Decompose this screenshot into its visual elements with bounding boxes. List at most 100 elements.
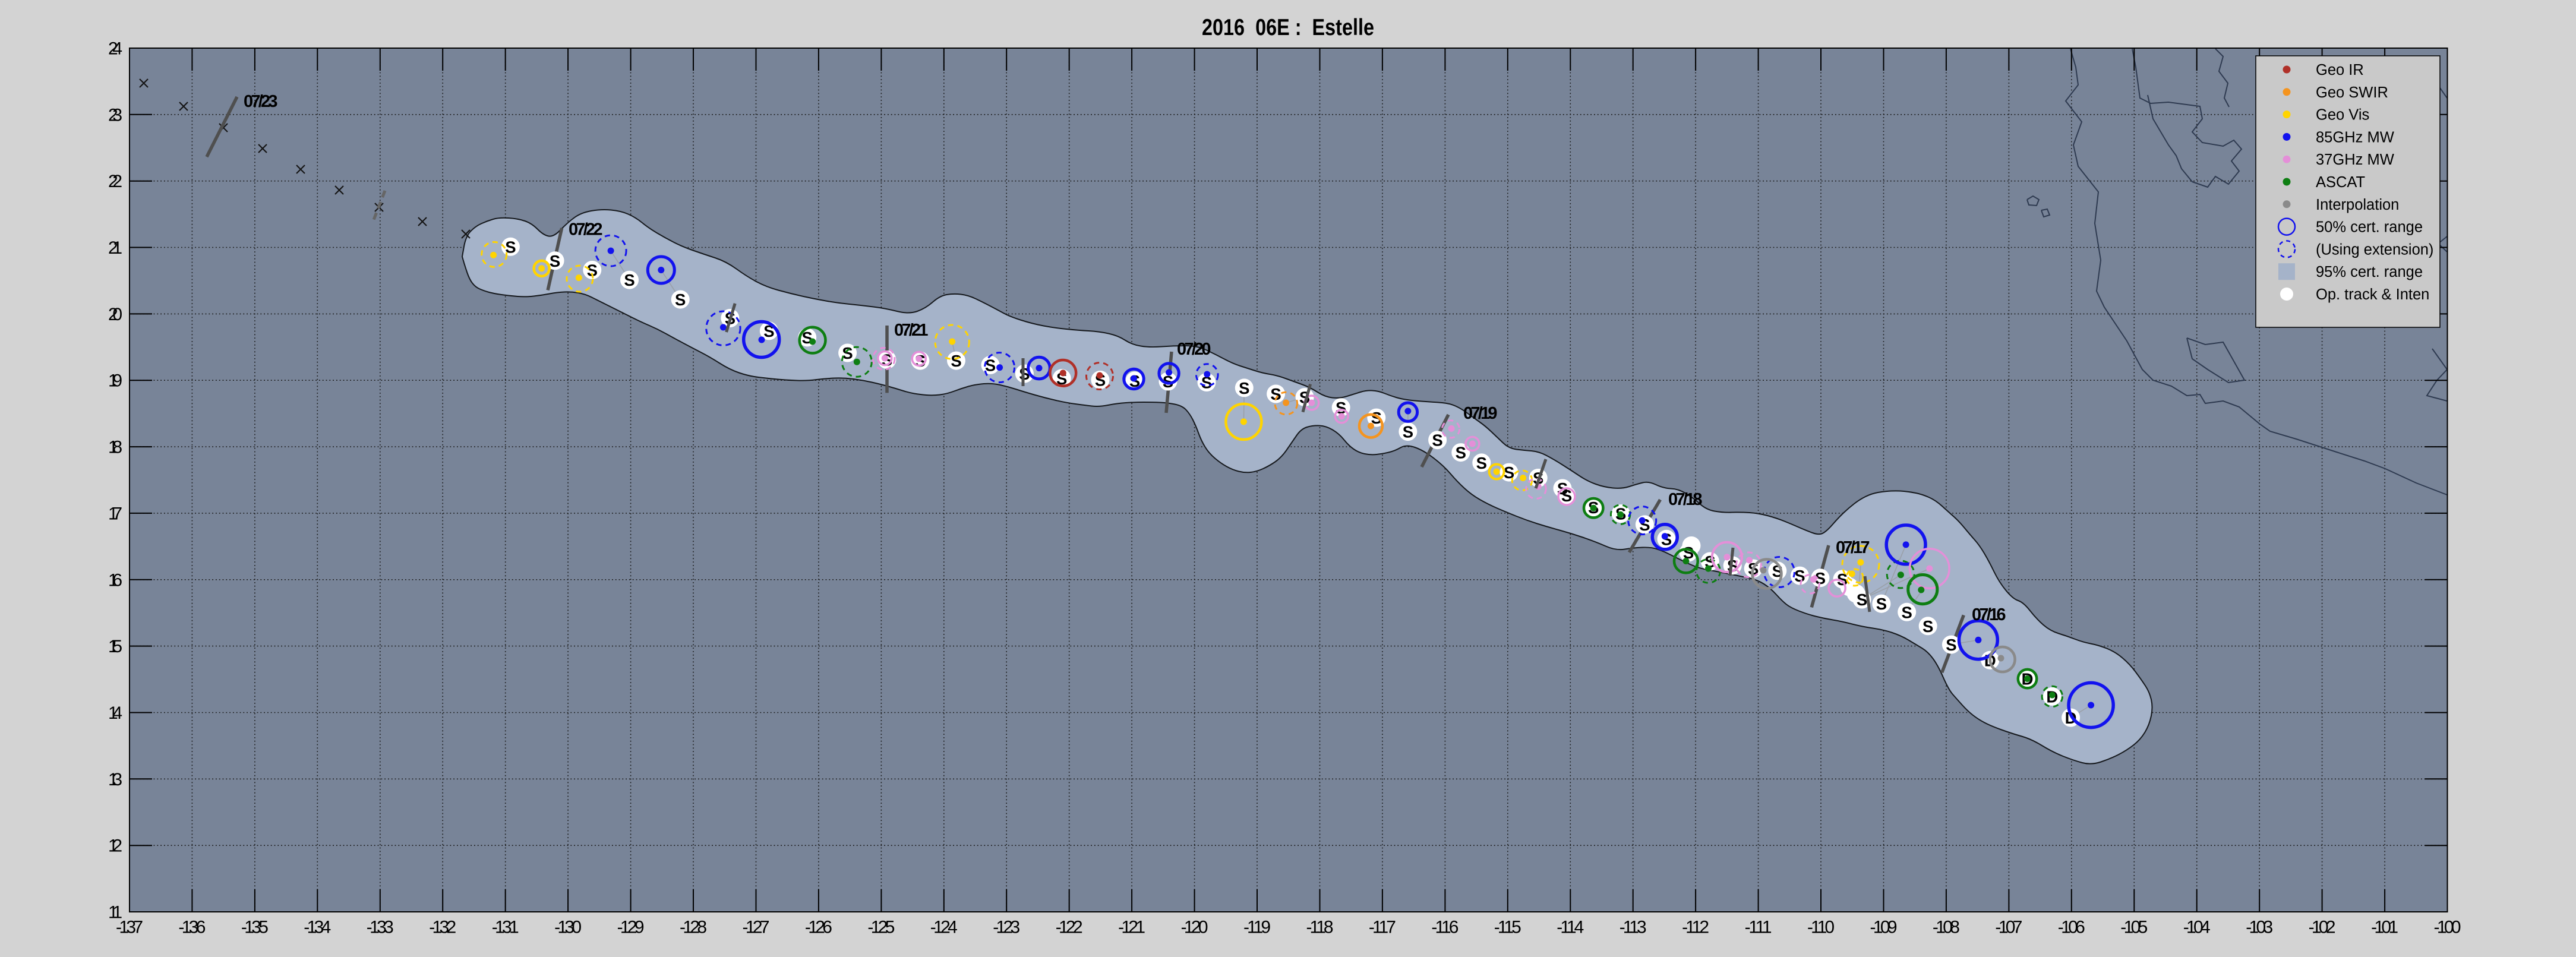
svg-text:-119: -119: [1243, 918, 1271, 937]
svg-text:2016 06E : Estelle: 2016 06E : Estelle: [1202, 15, 1374, 40]
svg-text:S: S: [1432, 431, 1442, 450]
svg-text:-103: -103: [2246, 918, 2273, 937]
svg-text:Geo SWIR: Geo SWIR: [2316, 84, 2388, 101]
svg-text:07/21: 07/21: [894, 321, 929, 340]
svg-text:07/17: 07/17: [1836, 538, 1870, 557]
svg-text:-107: -107: [1995, 918, 2022, 937]
svg-text:S: S: [1403, 423, 1413, 441]
svg-text:07/23: 07/23: [244, 92, 278, 111]
svg-text:12: 12: [108, 836, 122, 856]
svg-text:S: S: [1857, 590, 1867, 609]
svg-text:-111: -111: [1745, 918, 1772, 937]
svg-text:22: 22: [108, 172, 122, 191]
svg-text:-131: -131: [492, 918, 519, 937]
svg-text:07/20: 07/20: [1177, 340, 1211, 359]
svg-text:-101: -101: [2371, 918, 2398, 937]
svg-text:-106: -106: [2058, 918, 2085, 937]
svg-text:14: 14: [108, 703, 122, 723]
svg-text:07/16: 07/16: [1972, 605, 2006, 624]
svg-text:S: S: [505, 238, 516, 256]
svg-text:-129: -129: [617, 918, 645, 937]
svg-text:-125: -125: [867, 918, 895, 937]
svg-text:-123: -123: [993, 918, 1020, 937]
svg-text:21: 21: [108, 238, 122, 258]
svg-text:S: S: [951, 352, 961, 370]
svg-text:-126: -126: [805, 918, 832, 937]
svg-text:-108: -108: [1933, 918, 1960, 937]
svg-text:S: S: [1163, 372, 1173, 391]
svg-text:85GHz MW: 85GHz MW: [2316, 129, 2394, 146]
svg-text:S: S: [1815, 569, 1826, 588]
svg-text:17: 17: [108, 504, 122, 523]
svg-text:S: S: [1902, 603, 1912, 621]
svg-text:(Using extension): (Using extension): [2316, 241, 2433, 258]
svg-text:-128: -128: [680, 918, 707, 937]
svg-text:-124: -124: [930, 918, 958, 937]
svg-text:S: S: [550, 252, 560, 270]
svg-text:S: S: [624, 271, 634, 289]
svg-text:S: S: [587, 261, 598, 280]
svg-text:-127: -127: [743, 918, 770, 937]
svg-text:Op. track & Inten: Op. track & Inten: [2316, 286, 2429, 303]
svg-text:-116: -116: [1431, 918, 1459, 937]
svg-text:07/18: 07/18: [1668, 490, 1703, 509]
svg-text:-134: -134: [304, 918, 331, 937]
svg-text:S: S: [842, 344, 853, 362]
svg-text:20: 20: [108, 305, 122, 324]
svg-text:-136: -136: [178, 918, 206, 937]
svg-text:18: 18: [108, 438, 122, 457]
svg-text:07/19: 07/19: [1463, 404, 1498, 423]
svg-text:Geo IR: Geo IR: [2316, 62, 2364, 78]
svg-text:-104: -104: [2183, 918, 2211, 937]
svg-text:S: S: [1201, 374, 1212, 392]
svg-text:S: S: [1456, 444, 1466, 462]
svg-text:16: 16: [108, 570, 122, 590]
svg-text:-118: -118: [1306, 918, 1334, 937]
svg-text:-121: -121: [1118, 918, 1145, 937]
svg-text:-120: -120: [1181, 918, 1208, 937]
svg-text:S: S: [985, 356, 996, 374]
svg-text:Interpolation: Interpolation: [2316, 197, 2399, 213]
svg-text:-113: -113: [1620, 918, 1647, 937]
svg-text:50% cert. range: 50% cert. range: [2316, 219, 2423, 236]
svg-text:-105: -105: [2120, 918, 2148, 937]
svg-text:15: 15: [108, 637, 122, 656]
svg-text:95% cert. range: 95% cert. range: [2316, 264, 2423, 280]
svg-text:19: 19: [108, 371, 122, 391]
svg-text:11: 11: [108, 903, 122, 923]
svg-text:-102: -102: [2309, 918, 2336, 937]
svg-text:13: 13: [108, 770, 122, 789]
svg-text:-112: -112: [1682, 918, 1709, 937]
svg-text:S: S: [1476, 454, 1487, 472]
svg-text:ASCAT: ASCAT: [2316, 174, 2365, 191]
svg-text:-133: -133: [367, 918, 394, 937]
svg-text:S: S: [1876, 595, 1887, 613]
svg-text:-137: -137: [116, 918, 143, 937]
svg-text:07/22: 07/22: [569, 220, 603, 239]
svg-text:S: S: [1922, 617, 1933, 636]
svg-text:S: S: [1561, 487, 1572, 505]
svg-text:S: S: [1946, 636, 1956, 654]
svg-text:-109: -109: [1870, 918, 1898, 937]
svg-text:Geo Vis: Geo Vis: [2316, 107, 2369, 124]
svg-text:S: S: [1336, 399, 1346, 417]
svg-text:S: S: [1270, 385, 1281, 403]
svg-text:S: S: [1504, 463, 1514, 482]
svg-text:-132: -132: [429, 918, 456, 937]
svg-text:-122: -122: [1056, 918, 1083, 937]
svg-text:-110: -110: [1807, 918, 1835, 937]
svg-text:S: S: [1794, 567, 1805, 585]
svg-text:24: 24: [108, 39, 122, 59]
svg-text:-114: -114: [1557, 918, 1584, 937]
svg-text:37GHz MW: 37GHz MW: [2316, 151, 2394, 168]
svg-text:S: S: [1239, 379, 1249, 397]
svg-text:23: 23: [108, 105, 122, 125]
svg-text:S: S: [675, 290, 686, 309]
svg-text:S: S: [1371, 409, 1382, 427]
svg-text:-135: -135: [241, 918, 269, 937]
svg-text:-130: -130: [554, 918, 582, 937]
svg-text:S: S: [1661, 530, 1672, 548]
svg-text:-100: -100: [2434, 918, 2461, 937]
svg-text:-115: -115: [1494, 918, 1521, 937]
svg-text:-117: -117: [1369, 918, 1396, 937]
